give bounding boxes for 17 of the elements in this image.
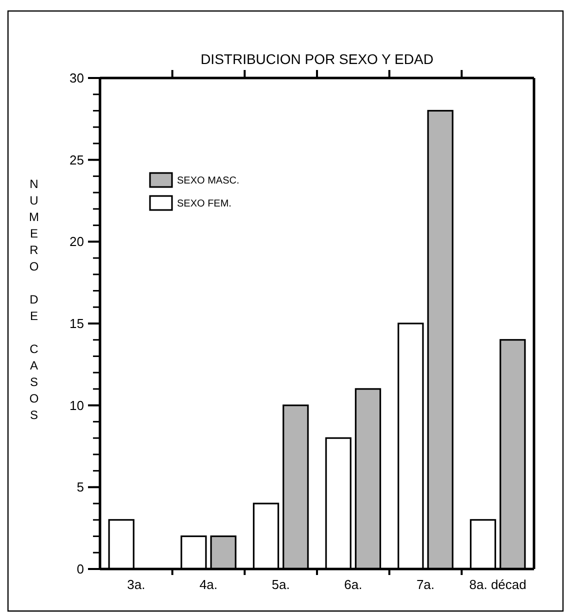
x-tick-label: 6a. (344, 577, 362, 592)
y-tick-label: 30 (70, 70, 84, 86)
legend-label: SEXO FEM. (177, 198, 232, 210)
y-tick-label: 10 (70, 398, 84, 413)
y-tick-label: 5 (76, 480, 84, 495)
legend-label: SEXO MASC. (177, 176, 240, 186)
y-tick-label: 15 (70, 316, 84, 332)
x-tick-label: 8a. décad (469, 577, 526, 592)
text: NUMERO DE CASOS (29, 177, 39, 422)
x-tick-label: 4a. (199, 577, 218, 592)
y-tick-label: 25 (70, 152, 84, 168)
x-tick-label: 3a. (127, 577, 146, 592)
chart-title: DISTRIBUCION POR SEXO Y EDAD (200, 51, 434, 67)
y-tick-label: 20 (70, 234, 84, 250)
y-tick-label: 0 (76, 562, 84, 577)
x-tick-label: 5a. (272, 577, 290, 592)
x-tick-label: 7a. (416, 577, 435, 592)
